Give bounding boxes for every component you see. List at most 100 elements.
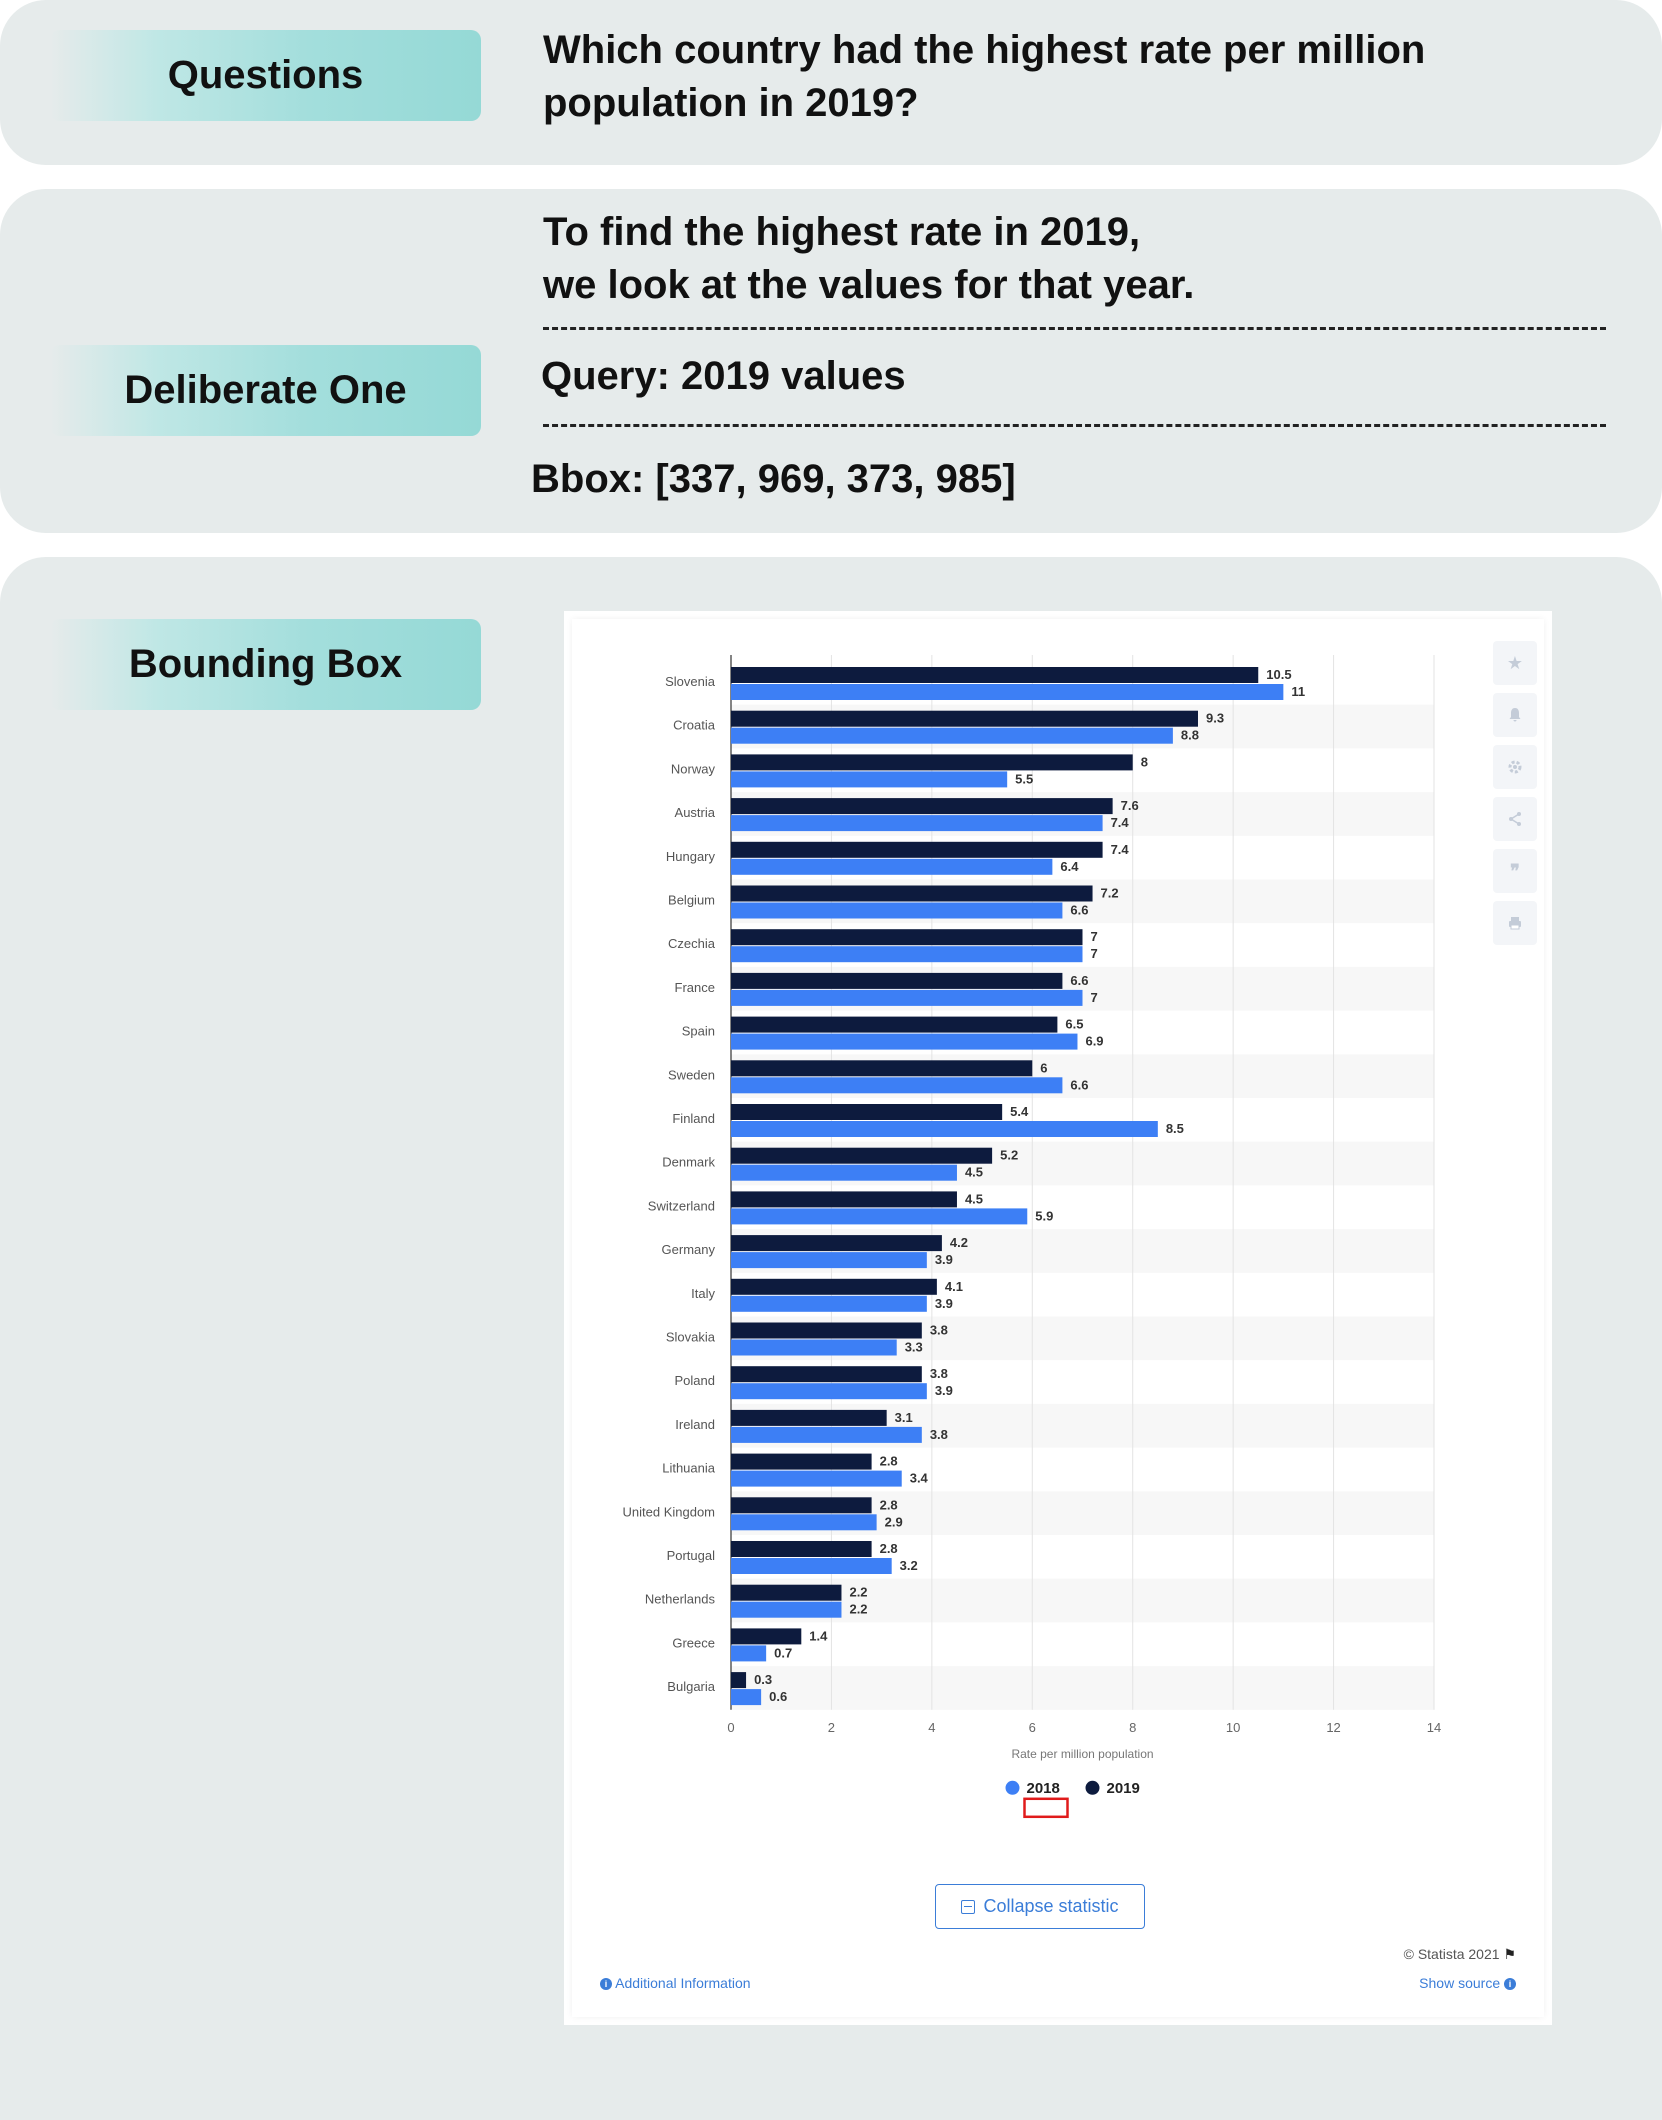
- data-label: 7.6: [1121, 798, 1139, 813]
- questions-tag: Questions: [50, 30, 481, 121]
- data-label: 6.4: [1060, 859, 1079, 874]
- bbox-text: Bbox: [337, 969, 373, 985]: [531, 457, 1016, 501]
- bar-2018: [731, 1077, 1063, 1094]
- data-label: 2.8: [880, 1497, 898, 1512]
- chart-screenshot: 0 2 4 6 8 10 12 14 Rate per million population Sl…: [564, 611, 1552, 2025]
- bar-2019: [731, 1672, 747, 1689]
- data-label: 11: [1291, 684, 1305, 699]
- data-label: 9.3: [1206, 711, 1224, 726]
- divider-dashed: [543, 424, 1606, 427]
- bar-2018: [731, 1645, 767, 1662]
- row-band: [731, 1666, 1434, 1710]
- reasoning-line: we look at the values for that year.: [543, 263, 1195, 307]
- bar-2018: [731, 1383, 927, 1400]
- info-icon: i: [1504, 1978, 1516, 1991]
- category-label: Norway: [671, 761, 716, 776]
- x-tick-label: 4: [928, 1720, 935, 1735]
- legend-label-2019: 2019: [1107, 1780, 1140, 1797]
- legend-marker-2018: [1005, 1780, 1020, 1795]
- print-icon[interactable]: [1493, 901, 1537, 945]
- category-label: France: [675, 980, 715, 995]
- legend-marker-2019: [1085, 1780, 1100, 1795]
- category-label: Spain: [682, 1024, 715, 1039]
- data-label: 3.9: [935, 1252, 953, 1267]
- data-label: 3.8: [930, 1366, 948, 1381]
- bar-2019: [731, 1497, 872, 1514]
- bar-2019: [731, 1191, 957, 1208]
- star-icon[interactable]: ★: [1493, 641, 1537, 685]
- bell-icon[interactable]: [1493, 693, 1537, 737]
- bar-2018: [731, 1164, 957, 1181]
- category-label: Slovenia: [665, 674, 716, 689]
- data-label: 2.8: [880, 1454, 898, 1469]
- x-tick-label: 6: [1029, 1720, 1036, 1735]
- data-label: 6.6: [1070, 1077, 1088, 1092]
- bar-2018: [731, 771, 1008, 788]
- bar-2019: [731, 1147, 993, 1164]
- gear-icon[interactable]: [1493, 745, 1537, 789]
- data-label: 7: [1091, 946, 1098, 961]
- category-label: Switzerland: [648, 1198, 715, 1213]
- category-label: Croatia: [673, 718, 716, 733]
- flag-icon[interactable]: ⚑: [1503, 1946, 1516, 1962]
- x-tick-label: 2: [828, 1720, 835, 1735]
- data-label: 5.2: [1000, 1148, 1018, 1163]
- share-icon[interactable]: [1493, 797, 1537, 841]
- statista-widget: 0 2 4 6 8 10 12 14 Rate per million population Sl…: [572, 619, 1544, 2017]
- category-label: Lithuania: [662, 1461, 716, 1476]
- category-label: Denmark: [662, 1155, 715, 1170]
- x-tick-label: 14: [1427, 1720, 1441, 1735]
- data-label: 0.7: [774, 1645, 792, 1660]
- data-label: 6: [1040, 1060, 1047, 1075]
- data-label: 2.8: [880, 1541, 898, 1556]
- bar-2018: [731, 1470, 902, 1487]
- data-label: 6.9: [1085, 1034, 1103, 1049]
- data-label: 6.5: [1065, 1017, 1083, 1032]
- data-label: 5.4: [1010, 1104, 1029, 1119]
- category-label: Hungary: [666, 849, 716, 864]
- bar-2019: [731, 1541, 872, 1557]
- additional-info-link[interactable]: i Additional Information: [600, 1975, 751, 1991]
- category-label: Austria: [675, 805, 716, 820]
- bar-2018: [731, 1426, 922, 1443]
- question-line: Which country had the highest rate per m…: [543, 28, 1426, 72]
- legend-label-2018: 2018: [1027, 1780, 1060, 1797]
- show-source-link[interactable]: Show source i: [1419, 1975, 1516, 1991]
- collapse-statistic-button[interactable]: Collapse statistic: [935, 1884, 1145, 1929]
- bar-2019: [731, 1060, 1033, 1077]
- x-tick-label: 10: [1226, 1720, 1240, 1735]
- question-text: Which country had the highest rate per m…: [543, 24, 1425, 130]
- data-label: 3.9: [935, 1296, 953, 1311]
- data-label: 7.2: [1101, 886, 1119, 901]
- category-label: Poland: [675, 1373, 715, 1388]
- category-label: Finland: [672, 1111, 715, 1126]
- collapse-label: Collapse statistic: [983, 1896, 1119, 1916]
- x-tick-label: 8: [1129, 1720, 1136, 1735]
- data-label: 8.5: [1166, 1121, 1184, 1136]
- bar-2018: [731, 989, 1083, 1006]
- x-tick-label: 12: [1326, 1720, 1340, 1735]
- bar-2019: [731, 1366, 922, 1383]
- data-label: 2.2: [849, 1602, 867, 1617]
- reasoning-line: To find the highest rate in 2019,: [543, 210, 1141, 254]
- bar-2019: [731, 1584, 842, 1601]
- bar-2018: [731, 1558, 892, 1574]
- question-line: population in 2019?: [543, 81, 919, 125]
- bar-2019: [731, 929, 1083, 946]
- bar-2018: [731, 1514, 877, 1531]
- bar-2018: [731, 1339, 897, 1356]
- bar-2018: [731, 1208, 1028, 1225]
- data-label: 2.2: [849, 1585, 867, 1600]
- bar-2019: [731, 1628, 802, 1645]
- data-label: 3.4: [910, 1471, 929, 1486]
- x-tick-label: 0: [727, 1720, 734, 1735]
- data-label: 2.9: [885, 1514, 903, 1529]
- data-label: 5.9: [1035, 1208, 1053, 1223]
- info-icon: i: [600, 1978, 612, 1991]
- quote-icon[interactable]: ❞: [1493, 849, 1537, 893]
- additional-info-label: Additional Information: [615, 1975, 751, 1991]
- bar-2019: [731, 1278, 937, 1295]
- bar-2019: [731, 1453, 872, 1470]
- data-label: 7.4: [1111, 842, 1130, 857]
- data-label: 8.8: [1181, 728, 1199, 743]
